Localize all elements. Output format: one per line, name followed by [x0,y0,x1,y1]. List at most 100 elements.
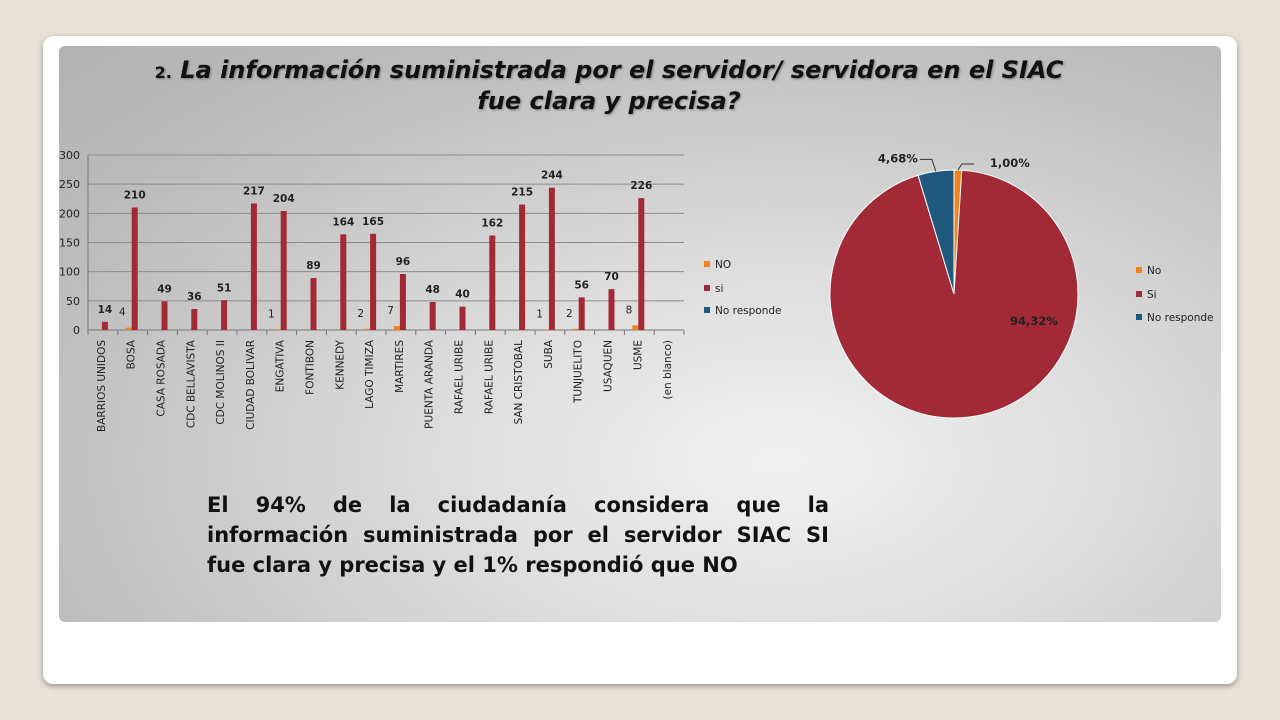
legend-label: si [715,283,723,295]
data-label: 96 [396,256,411,268]
category-label: (en blanco) [662,340,674,400]
leader-line [919,158,937,172]
slide-frame: 2. La información suministrada por el se… [43,36,1237,684]
bar-no [364,328,371,330]
bar-no [572,328,579,330]
data-label: 2 [357,308,364,320]
category-label: CDC MOLINOS II [215,340,227,425]
data-label: 70 [604,271,619,283]
category-label: USME [632,340,644,370]
category-label: SUBA [543,339,555,369]
data-label: 162 [481,218,503,230]
bar-si [221,300,228,330]
category-label: KENNEDY [334,339,346,389]
bar-no [632,325,639,330]
leader-line [957,163,974,171]
bar-si [459,306,466,330]
category-label: ENGATIVA [275,339,287,392]
bar-si [310,278,317,330]
category-label: LAGO TIMIZA [364,339,376,409]
y-tick-label: 200 [59,207,80,220]
legend-label: No responde [1147,312,1214,324]
y-tick-label: 100 [59,266,80,279]
bar-si [161,301,168,330]
data-label: 217 [243,185,265,197]
data-label: 215 [511,187,533,199]
data-label: 56 [574,279,589,291]
bar-si [370,233,377,330]
category-label: BOSA [126,339,138,369]
category-label: BARRIOS UNIDOS [96,340,108,432]
bar-si [399,274,406,330]
bar-chart: 0 50 100 150 200 250 300 14 BARRIOS UNIDOS 4 210 BO… [59,149,782,432]
bar-si [101,321,108,330]
category-label: RAFAEL URIBE [483,340,495,414]
slide-title: 2. La información suministrada por el se… [59,56,1159,116]
data-label: 36 [187,291,202,303]
bar-si [340,234,347,330]
category-label: TUNJUELITO [573,340,585,404]
pie-data-label: 4,68% [878,151,918,165]
y-tick-label: 50 [66,295,80,308]
category-label: CDC BELLAVISTA [185,339,197,428]
bar-si [638,198,645,330]
pie-slice-si [829,169,1079,419]
legend-swatch [1136,267,1142,273]
legend-swatch [1136,291,1142,297]
data-label: 164 [332,216,354,228]
legend-swatch [1136,314,1142,320]
category-label: MARTIRES [394,340,406,393]
bar-no [393,325,400,330]
data-label: 204 [273,193,295,205]
data-label: 4 [119,307,126,319]
category-label: CIUDAD BOLIVAR [245,340,257,430]
pie-data-label: 1,00% [990,156,1030,170]
bar-si [429,302,436,330]
title-line-2: fue clara y precisa? [477,87,741,115]
legend-label: NO [715,259,731,271]
bar-no [125,327,132,330]
bar-no [542,329,549,330]
legend-label: No [1147,265,1161,277]
legend-swatch [704,285,710,291]
legend-swatch [704,261,710,267]
category-label: USAQUEN [603,340,615,392]
bar-si [519,204,526,330]
y-tick-label: 300 [59,149,80,162]
data-label: 89 [306,260,321,272]
legend-label: Si [1147,289,1157,301]
y-tick-label: 0 [73,324,80,337]
data-label: 2 [566,308,573,320]
bar-si [608,289,615,330]
data-label: 1 [536,308,543,320]
category-label: RAFAEL URIBE [454,340,466,414]
data-label: 51 [217,282,232,294]
pie-data-label: 94,32% [1010,314,1058,328]
summary-text: El 94% de la ciudadanía considera que la… [207,493,829,577]
category-label: PUENTA ARANDA [424,339,436,429]
y-tick-label: 250 [59,178,80,191]
bar-si [548,187,555,330]
content-panel: 2. La información suministrada por el se… [59,46,1221,622]
category-label: FONTIBON [305,340,317,395]
data-label: 48 [425,284,440,296]
pie-chart: 1,00% 4,68% 94,32% No Si No responde [829,151,1214,419]
data-label: 49 [157,283,172,295]
data-label: 40 [455,289,470,301]
data-label: 165 [362,216,384,228]
y-tick-label: 150 [59,237,80,250]
bar-si [489,235,496,330]
data-label: 7 [387,305,394,317]
category-label: SAN CRISTOBAL [513,340,525,425]
data-label: 14 [98,304,113,316]
legend-swatch [704,307,710,313]
bar-si [280,211,287,330]
data-label: 8 [626,304,633,316]
bar-si [250,203,257,330]
legend-label: No responde [715,305,782,317]
data-label: 244 [541,170,563,182]
bar-no [274,329,281,330]
data-label: 1 [268,308,275,320]
data-label: 226 [630,180,652,192]
bar-si [578,297,585,330]
